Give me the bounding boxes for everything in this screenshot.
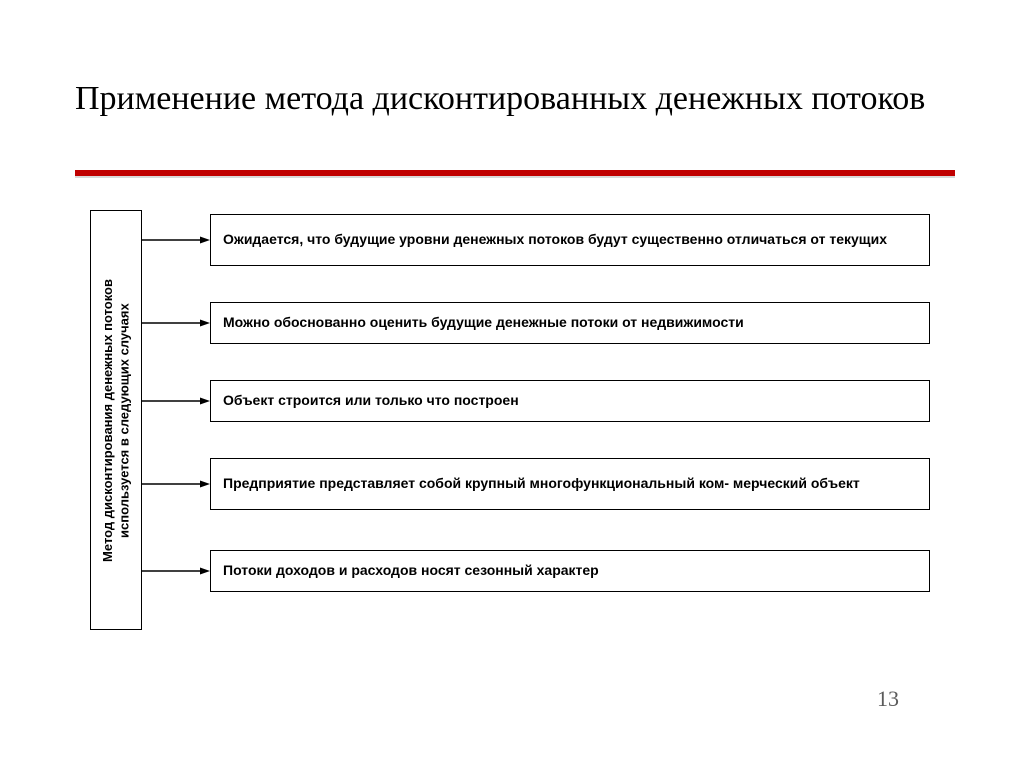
case-box-4: Предприятие представляет собой крупный м…	[210, 458, 930, 510]
source-box-label: Метод дисконтирования денежных потоков и…	[100, 279, 133, 562]
case-box-label: Объект строится или только что построен	[223, 392, 519, 410]
case-box-label: Потоки доходов и расходов носят сезонный…	[223, 562, 599, 580]
arrow-1	[142, 230, 210, 250]
arrow-5	[142, 561, 210, 581]
case-box-5: Потоки доходов и расходов носят сезонный…	[210, 550, 930, 592]
source-box: Метод дисконтирования денежных потоков и…	[90, 210, 142, 630]
slide-title: Применение метода дисконтированных денеж…	[75, 78, 945, 121]
arrow-4	[142, 474, 210, 494]
case-box-1: Ожидается, что будущие уровни денежных п…	[210, 214, 930, 266]
title-underline-shadow	[75, 176, 955, 178]
case-box-2: Можно обоснованно оценить будущие денежн…	[210, 302, 930, 344]
diagram: Метод дисконтирования денежных потоков и…	[90, 210, 930, 650]
arrow-2	[142, 313, 210, 333]
page-number: 13	[877, 686, 899, 712]
case-box-label: Ожидается, что будущие уровни денежных п…	[223, 231, 887, 249]
case-box-label: Предприятие представляет собой крупный м…	[223, 475, 860, 493]
case-box-3: Объект строится или только что построен	[210, 380, 930, 422]
slide: Применение метода дисконтированных денеж…	[0, 0, 1024, 767]
arrow-3	[142, 391, 210, 411]
case-box-label: Можно обоснованно оценить будущие денежн…	[223, 314, 744, 332]
